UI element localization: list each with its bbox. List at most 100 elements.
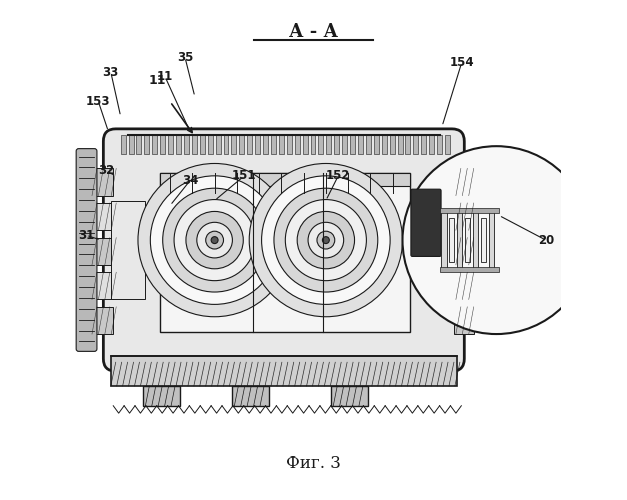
Bar (455, 272, 474, 299)
Text: 20: 20 (538, 234, 554, 246)
Bar (247, 135, 252, 154)
Text: 151: 151 (232, 170, 256, 182)
Bar (342, 135, 347, 154)
Bar (445, 135, 450, 154)
Bar (319, 135, 324, 154)
Circle shape (150, 176, 279, 304)
Bar (455, 238, 474, 265)
Circle shape (322, 236, 329, 244)
Bar (437, 135, 442, 154)
Bar (334, 135, 339, 154)
Bar (129, 135, 134, 154)
Bar (406, 135, 411, 154)
Bar (473, 212, 478, 268)
Bar (91, 272, 113, 299)
Bar (440, 268, 499, 272)
Bar (263, 135, 268, 154)
Circle shape (308, 222, 344, 258)
Text: 154: 154 (450, 56, 474, 68)
Bar (440, 208, 499, 213)
Bar (161, 135, 165, 154)
Bar (152, 135, 157, 154)
Text: 11: 11 (157, 70, 173, 84)
Circle shape (249, 164, 403, 317)
FancyBboxPatch shape (103, 129, 465, 371)
Bar (488, 212, 494, 268)
Bar (457, 212, 462, 268)
Text: 153: 153 (86, 95, 111, 108)
Bar (143, 386, 180, 406)
Bar (398, 135, 403, 154)
Bar (255, 135, 260, 154)
Circle shape (285, 200, 366, 280)
Bar (111, 200, 145, 300)
Bar (91, 203, 113, 230)
Circle shape (162, 188, 266, 292)
Bar (455, 168, 474, 196)
Bar (287, 135, 292, 154)
Bar (208, 135, 213, 154)
Bar (421, 135, 426, 154)
Bar (161, 174, 410, 186)
Circle shape (197, 222, 233, 258)
Circle shape (317, 231, 335, 249)
Bar (144, 135, 149, 154)
Bar (382, 135, 387, 154)
Circle shape (186, 212, 243, 269)
Circle shape (403, 146, 591, 334)
Bar (465, 218, 470, 262)
Bar (200, 135, 205, 154)
Text: 11: 11 (149, 74, 167, 87)
Bar (240, 135, 245, 154)
Bar (279, 135, 284, 154)
Bar (120, 135, 125, 154)
Text: 152: 152 (326, 170, 350, 182)
Circle shape (174, 200, 255, 280)
Bar (232, 386, 269, 406)
FancyBboxPatch shape (161, 174, 410, 332)
Bar (455, 307, 474, 334)
Bar (184, 135, 189, 154)
Bar (481, 218, 486, 262)
Bar (449, 218, 455, 262)
Circle shape (138, 164, 292, 317)
Bar (303, 135, 308, 154)
Bar (327, 135, 331, 154)
Bar (350, 135, 355, 154)
Bar (91, 307, 113, 334)
Bar (310, 135, 315, 154)
Circle shape (297, 212, 354, 269)
Bar (271, 135, 276, 154)
Bar (413, 135, 418, 154)
Text: 31: 31 (78, 228, 94, 241)
Bar (91, 238, 113, 265)
Bar (441, 212, 446, 268)
Bar (111, 356, 457, 386)
Circle shape (261, 176, 390, 304)
Circle shape (206, 231, 223, 249)
Bar (295, 135, 300, 154)
Bar (455, 203, 474, 230)
FancyBboxPatch shape (411, 189, 441, 256)
Text: Фиг. 3: Фиг. 3 (286, 456, 341, 472)
Bar (231, 135, 236, 154)
Bar (389, 135, 394, 154)
Bar (358, 135, 363, 154)
Circle shape (274, 188, 378, 292)
Circle shape (211, 236, 218, 244)
Bar (429, 135, 434, 154)
Text: 34: 34 (182, 174, 198, 188)
Bar (366, 135, 371, 154)
Bar (168, 135, 173, 154)
Bar (331, 386, 368, 406)
Bar (223, 135, 228, 154)
Bar (176, 135, 181, 154)
Text: 35: 35 (177, 50, 193, 64)
Text: 32: 32 (98, 164, 114, 177)
Bar (216, 135, 221, 154)
Text: А - А: А - А (289, 22, 338, 40)
Bar (192, 135, 197, 154)
Bar (91, 168, 113, 196)
Bar (137, 135, 142, 154)
FancyBboxPatch shape (76, 148, 97, 352)
